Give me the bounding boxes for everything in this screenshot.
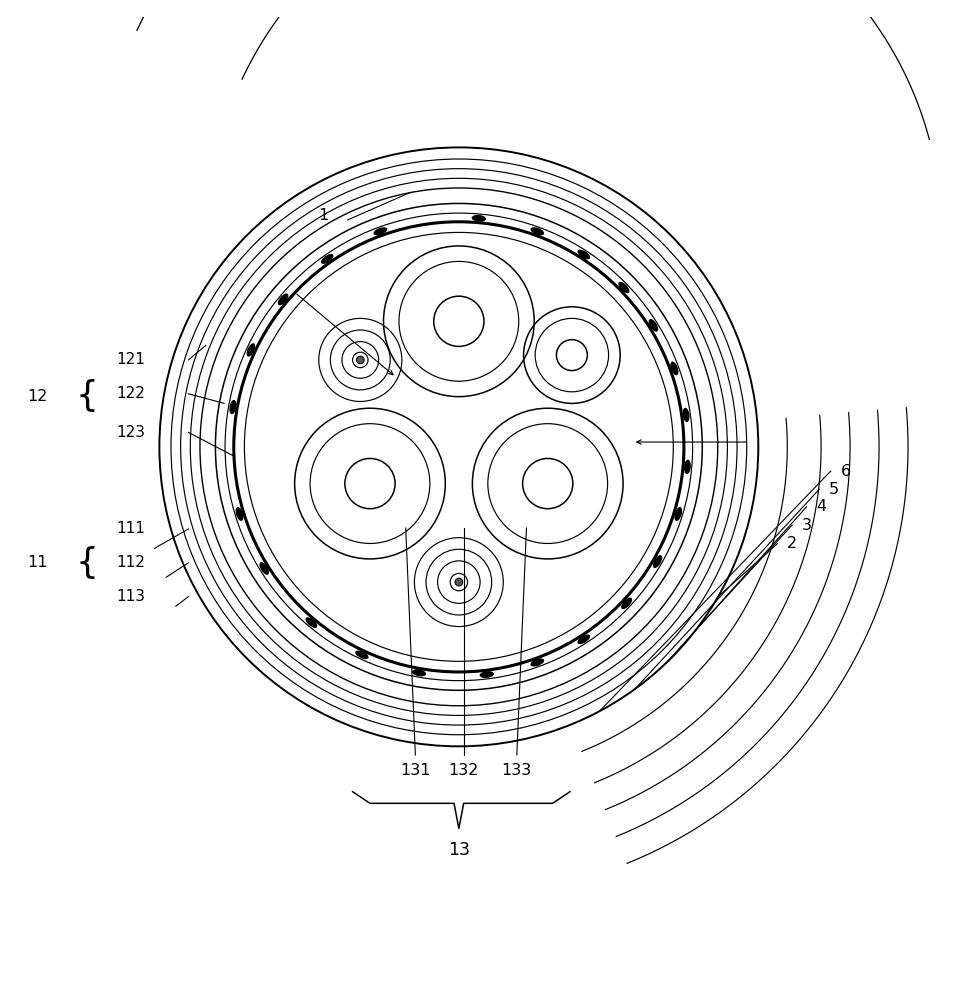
Ellipse shape bbox=[670, 361, 678, 375]
Ellipse shape bbox=[683, 408, 690, 422]
Text: 133: 133 bbox=[501, 763, 532, 778]
Text: 112: 112 bbox=[116, 555, 145, 570]
Ellipse shape bbox=[246, 343, 255, 357]
Ellipse shape bbox=[578, 250, 590, 259]
Text: 4: 4 bbox=[816, 499, 826, 514]
Ellipse shape bbox=[618, 282, 630, 293]
Ellipse shape bbox=[648, 319, 658, 332]
Ellipse shape bbox=[229, 400, 237, 414]
Ellipse shape bbox=[236, 507, 243, 521]
Ellipse shape bbox=[578, 634, 590, 644]
Text: 5: 5 bbox=[829, 482, 838, 497]
Text: {: { bbox=[75, 546, 99, 580]
Text: 1: 1 bbox=[318, 208, 328, 223]
Circle shape bbox=[455, 578, 463, 586]
Text: 123: 123 bbox=[116, 425, 145, 440]
Ellipse shape bbox=[530, 658, 544, 666]
Ellipse shape bbox=[305, 617, 318, 628]
Ellipse shape bbox=[471, 215, 486, 222]
Text: 12: 12 bbox=[27, 389, 47, 404]
Text: 11: 11 bbox=[27, 555, 47, 570]
Ellipse shape bbox=[653, 555, 663, 568]
Ellipse shape bbox=[412, 669, 426, 676]
Ellipse shape bbox=[260, 562, 270, 575]
Ellipse shape bbox=[374, 227, 387, 235]
Text: 3: 3 bbox=[802, 518, 811, 533]
Ellipse shape bbox=[621, 598, 632, 609]
Text: 6: 6 bbox=[840, 464, 850, 479]
Ellipse shape bbox=[479, 671, 494, 678]
Ellipse shape bbox=[321, 254, 333, 264]
Text: 111: 111 bbox=[116, 521, 145, 536]
Text: {: { bbox=[75, 379, 99, 413]
Text: 2: 2 bbox=[787, 536, 797, 551]
Circle shape bbox=[356, 356, 364, 364]
Ellipse shape bbox=[684, 460, 691, 474]
Ellipse shape bbox=[278, 293, 289, 305]
Text: 132: 132 bbox=[448, 763, 479, 778]
Text: 13: 13 bbox=[448, 841, 469, 859]
Text: 113: 113 bbox=[116, 589, 145, 604]
Text: 122: 122 bbox=[116, 386, 145, 401]
Ellipse shape bbox=[674, 507, 682, 521]
Ellipse shape bbox=[355, 650, 369, 659]
Text: 121: 121 bbox=[116, 352, 145, 367]
Ellipse shape bbox=[530, 227, 544, 235]
Text: 131: 131 bbox=[400, 763, 431, 778]
